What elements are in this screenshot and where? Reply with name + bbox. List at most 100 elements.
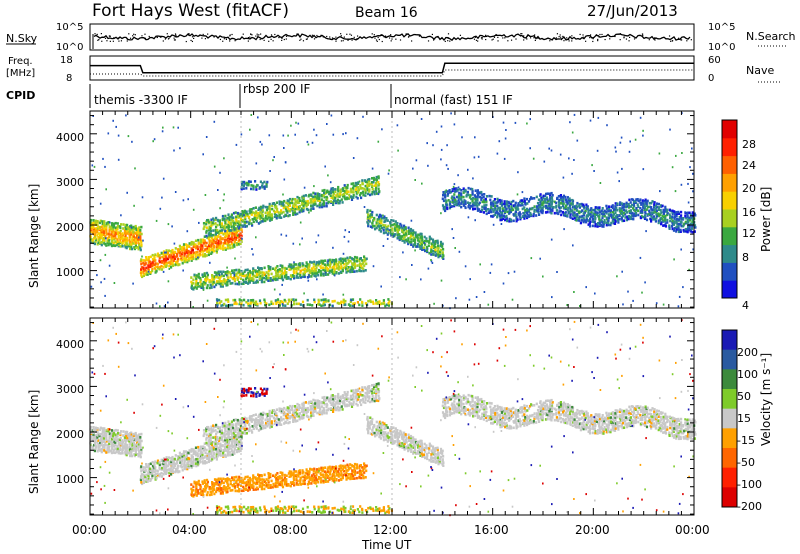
power-cell [688,211,691,215]
power-cell [110,244,113,248]
power-cell [156,252,160,256]
power-noise-cell [673,258,675,261]
noise-point [162,40,164,42]
power-cell [369,209,372,213]
velocity-cell [198,456,202,460]
power-cell [438,252,441,256]
power-cell [299,274,302,277]
power-cell [301,300,305,304]
power-cell [377,225,380,228]
power-cell [141,275,144,279]
power-cell [512,219,515,223]
power-cell [123,229,126,232]
power-cell [567,206,570,210]
power-cell [524,209,527,212]
power-cell [203,235,206,238]
power-noise-cell [299,243,301,246]
power-cell [140,241,143,244]
power-cell [236,225,239,228]
power-cell [263,298,266,302]
power-cell [556,211,559,215]
power-cell [253,301,256,305]
power-cell [564,206,567,209]
power-cell [251,276,254,280]
power-noise-cell [259,140,262,143]
velocity-cell [218,430,222,433]
power-cell [349,304,352,307]
power-cell [242,274,245,277]
power-cell [371,300,374,304]
noise-point [633,38,636,40]
power-cell [202,238,205,241]
velocity-cell [194,446,198,450]
power-cell [583,207,586,210]
power-cell [302,202,305,205]
power-cell [588,224,592,228]
power-noise-cell [233,274,236,276]
power-noise-cell [273,156,275,158]
velocity-cell [114,428,117,432]
power-cell [260,278,263,282]
power-cell [617,221,620,224]
power-noise-cell [573,159,575,161]
power-cell [237,216,240,219]
power-cell [345,262,348,265]
power-cell [156,267,160,270]
power-cell [439,248,442,252]
power-cell [179,254,182,257]
power-noise-cell [163,305,166,308]
power-cell [691,224,694,228]
velocity-cell [226,436,229,439]
velocity-cell [216,425,219,429]
power-cell [230,242,233,246]
velocity-cell [133,447,136,450]
power-cell [366,178,369,182]
velocity-cell [162,459,165,462]
power-noise-cell [571,131,574,134]
velocity-cell [147,474,150,477]
power-cell [295,271,298,275]
power-cell [275,201,278,204]
power-cell [116,222,119,225]
velocity-cell [96,441,99,444]
velocity-cell [149,462,152,466]
power-cell [547,204,550,208]
power-cell [508,217,511,221]
power-cell [116,240,119,244]
power-cell [620,212,624,216]
power-cell [412,229,415,232]
power-cell [504,218,507,222]
power-cell [133,240,136,243]
power-cell [589,208,592,212]
power-cell [625,201,628,205]
power-cell [296,195,299,199]
power-cell [362,193,365,197]
power-cell [509,218,513,222]
velocity-cell [226,442,229,446]
velocity-cell [178,456,181,459]
power-cell [386,219,389,222]
power-noise-cell [399,276,401,279]
power-cell [278,216,281,219]
power-cell [89,218,93,222]
power-cell [337,263,340,266]
power-cell [418,245,421,248]
velocity-cell [165,471,168,474]
power-cell [108,225,111,228]
power-noise-cell [584,211,586,214]
power-cell [287,276,290,279]
power-cell [451,198,454,202]
noise-point [311,34,314,36]
power-cell [489,208,492,211]
power-noise-cell [299,221,302,224]
velocity-cell [188,459,191,463]
power-cell [154,253,157,256]
power-cell [505,207,508,211]
power-cell [630,198,633,201]
power-cell [446,190,449,193]
power-cell [226,235,229,239]
velocity-cell [197,445,200,449]
noise-point [376,40,378,42]
power-cell [523,200,526,203]
power-cell [339,257,342,260]
